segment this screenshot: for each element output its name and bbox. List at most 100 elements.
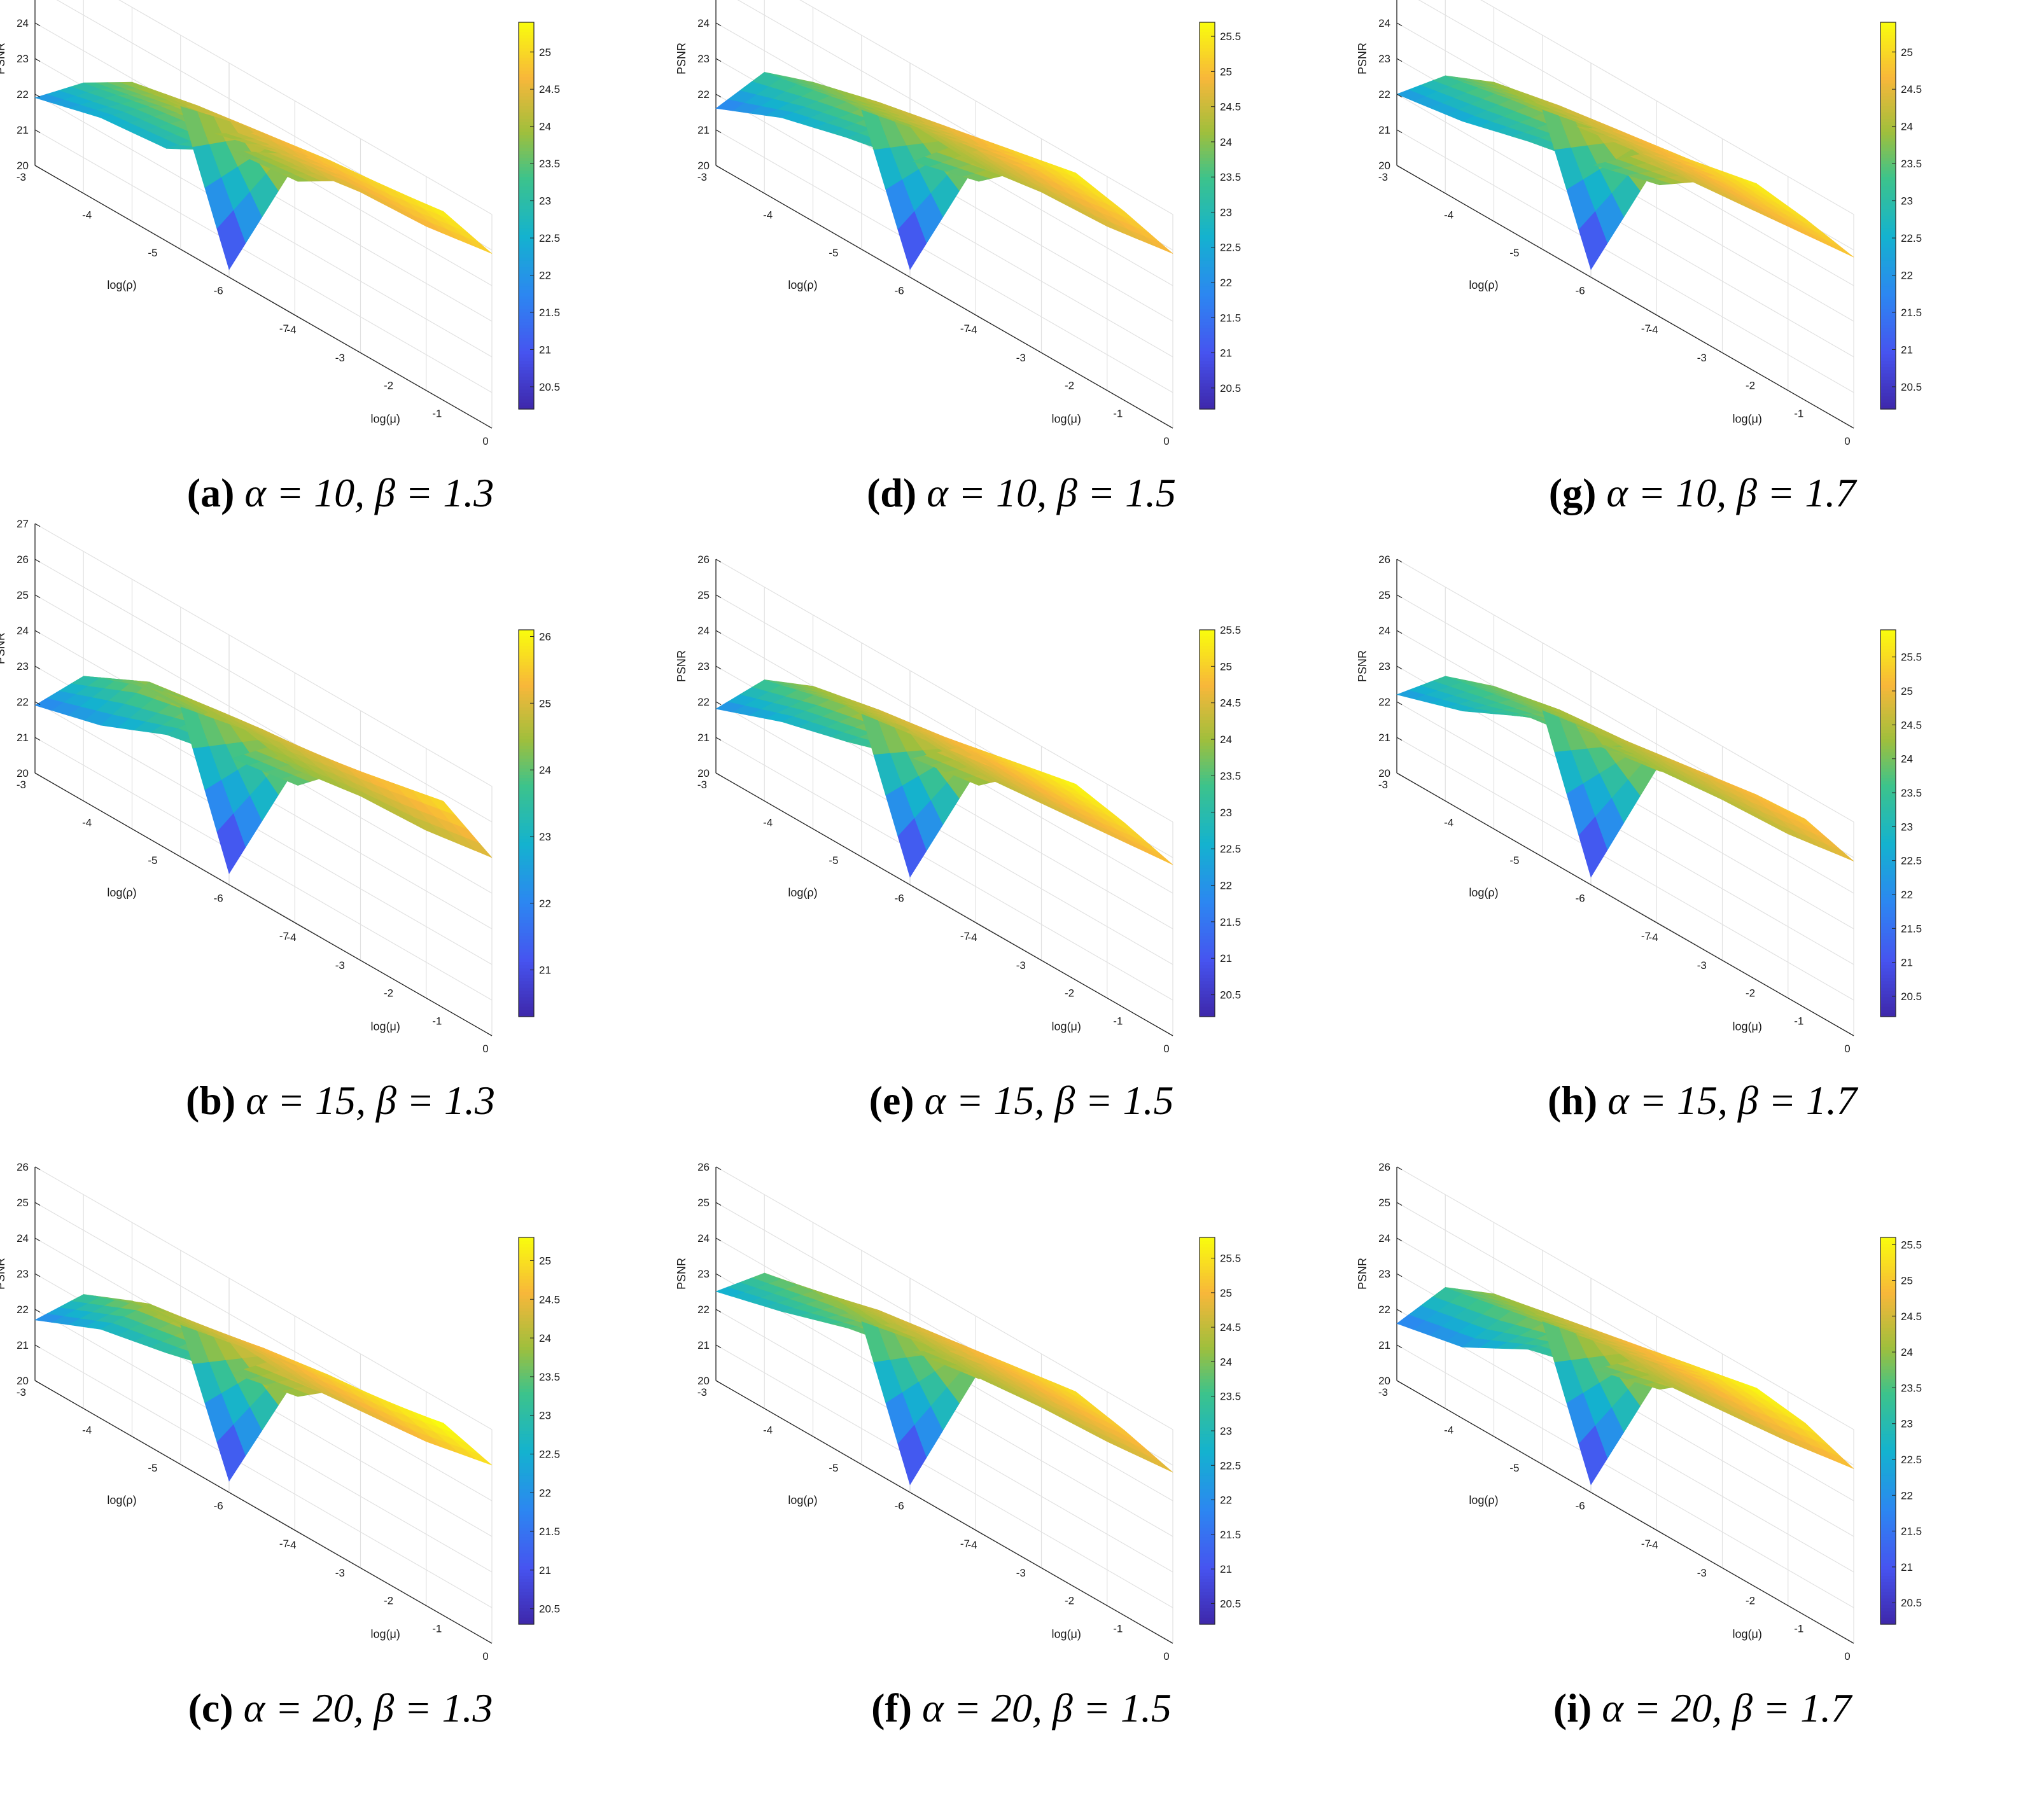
colorbar-band bbox=[1880, 907, 1896, 911]
x-tick-label: -5 bbox=[829, 247, 838, 259]
colorbar-band bbox=[1200, 804, 1215, 808]
colorbar-tick-label: 22.5 bbox=[1901, 1454, 1922, 1466]
panel-d: 20212223242526PSNR-3-4-5-6-7log(ρ)-4-3-2… bbox=[675, 0, 1362, 581]
colorbar-band bbox=[1200, 1469, 1215, 1473]
surface-facet bbox=[1578, 816, 1608, 878]
colorbar-band bbox=[1200, 193, 1215, 197]
colorbar-band bbox=[519, 1440, 534, 1444]
y-axis-label: log(μ) bbox=[1733, 1020, 1762, 1033]
colorbar-band bbox=[1200, 144, 1215, 149]
z-tick-mark bbox=[715, 94, 722, 98]
colorbar-band bbox=[1200, 228, 1215, 232]
colorbar-band bbox=[1880, 1369, 1896, 1374]
surface-facet bbox=[1095, 824, 1124, 842]
z-tick-mark bbox=[1396, 129, 1403, 134]
colorbar-band bbox=[1880, 975, 1896, 978]
colorbar-band bbox=[1880, 1405, 1896, 1409]
colorbar-band bbox=[519, 681, 534, 685]
surface-facet bbox=[414, 1431, 443, 1448]
y-tick-label: -2 bbox=[384, 1595, 393, 1607]
colorbar-band bbox=[519, 132, 534, 136]
y-tick-label: 0 bbox=[482, 435, 488, 447]
colorbar-band bbox=[1880, 1456, 1896, 1461]
colorbar-band bbox=[1200, 1237, 1215, 1241]
colorbar-tick-label: 20.5 bbox=[1220, 1598, 1241, 1610]
z-tick-label: 23 bbox=[17, 53, 29, 65]
colorbar-band bbox=[1200, 1350, 1215, 1354]
colorbar-band bbox=[1200, 1010, 1215, 1014]
colorbar-band bbox=[1880, 277, 1896, 281]
colorbar-band bbox=[1880, 1247, 1896, 1251]
colorbar-band bbox=[519, 858, 534, 863]
colorbar-tick-label: 23 bbox=[539, 1410, 551, 1422]
colorbar-band bbox=[519, 849, 534, 853]
colorbar-band bbox=[519, 32, 534, 36]
colorbar-band bbox=[1880, 309, 1896, 313]
colorbar-band bbox=[519, 347, 534, 352]
colorbar-tick-label: 21.5 bbox=[1901, 307, 1922, 319]
z-tick-label: 21 bbox=[1378, 124, 1390, 136]
surface bbox=[34, 1294, 493, 1482]
z-axis-label: PSNR bbox=[675, 650, 688, 682]
colorbar-tick-label: 21 bbox=[539, 344, 551, 356]
colorbar-band bbox=[1200, 961, 1215, 966]
y-tick-label: 0 bbox=[1844, 1043, 1850, 1055]
colorbar-band bbox=[519, 138, 534, 143]
colorbar-band bbox=[1200, 283, 1215, 288]
colorbar-tick-label: 24 bbox=[1220, 734, 1232, 746]
colorbar-band bbox=[1880, 1272, 1896, 1277]
colorbar-band bbox=[519, 826, 534, 830]
colorbar-tick-label: 25 bbox=[539, 46, 551, 59]
colorbar-band bbox=[1200, 135, 1215, 139]
colorbar-band bbox=[1200, 247, 1215, 252]
z-tick-label: 24 bbox=[1378, 1232, 1390, 1244]
colorbar-band bbox=[1880, 694, 1896, 698]
colorbar-band bbox=[1880, 730, 1896, 734]
colorbar-band bbox=[1200, 377, 1215, 380]
y-tick-label: -4 bbox=[1648, 324, 1658, 336]
colorbar-band bbox=[519, 1356, 534, 1361]
surface bbox=[1396, 676, 1854, 878]
colorbar-band bbox=[1880, 361, 1896, 365]
colorbar-band bbox=[519, 144, 534, 149]
colorbar-band bbox=[1200, 151, 1215, 155]
z-tick-mark bbox=[1396, 1166, 1403, 1171]
z-tick-label: 21 bbox=[17, 1339, 29, 1351]
colorbar-band bbox=[519, 247, 534, 252]
panel-c: 20 21 22 23 24 25 26 PSNR -3 -4 -5 -6 -7 log(ρ) -4 -3 -2… bbox=[0, 1161, 681, 1796]
colorbar-band bbox=[1880, 1414, 1896, 1419]
x-tick-label: -4 bbox=[1444, 817, 1453, 829]
colorbar-band bbox=[519, 665, 534, 669]
colorbar-band bbox=[1880, 1363, 1896, 1367]
colorbar-band bbox=[1880, 1292, 1896, 1296]
colorbar-band bbox=[1880, 344, 1896, 349]
colorbar-band bbox=[1200, 819, 1215, 824]
colorbar-band bbox=[519, 1450, 534, 1454]
colorbar-band bbox=[1200, 1589, 1215, 1592]
colorbar-band bbox=[519, 305, 534, 310]
colorbar-tick-label: 23.5 bbox=[1220, 1391, 1241, 1403]
colorbar-band bbox=[519, 1566, 534, 1570]
z-tick-label: 21 bbox=[697, 1339, 710, 1351]
z-tick-mark bbox=[34, 737, 41, 741]
colorbar-band bbox=[1880, 393, 1896, 397]
colorbar-band bbox=[1200, 1013, 1215, 1017]
colorbar-tick-label: 21.5 bbox=[1901, 1526, 1922, 1538]
colorbar-band bbox=[1880, 1253, 1896, 1257]
colorbar-band bbox=[519, 888, 534, 891]
colorbar-band bbox=[1880, 1501, 1896, 1506]
colorbar-band bbox=[1880, 180, 1896, 184]
colorbar-band bbox=[519, 219, 534, 223]
y-axis-label: log(μ) bbox=[1733, 412, 1762, 425]
colorbar-band bbox=[519, 1013, 534, 1017]
surface-facet bbox=[1775, 217, 1805, 235]
colorbar-band bbox=[1880, 800, 1896, 805]
colorbar-band bbox=[1880, 758, 1896, 763]
caption-label: (a) bbox=[186, 470, 235, 515]
colorbar-band bbox=[519, 926, 534, 930]
surface-facet bbox=[216, 1424, 246, 1482]
z-tick-mark bbox=[715, 165, 722, 169]
colorbar-band bbox=[1880, 794, 1896, 798]
colorbar-band bbox=[1200, 1427, 1215, 1431]
z-tick-mark bbox=[1396, 630, 1403, 634]
